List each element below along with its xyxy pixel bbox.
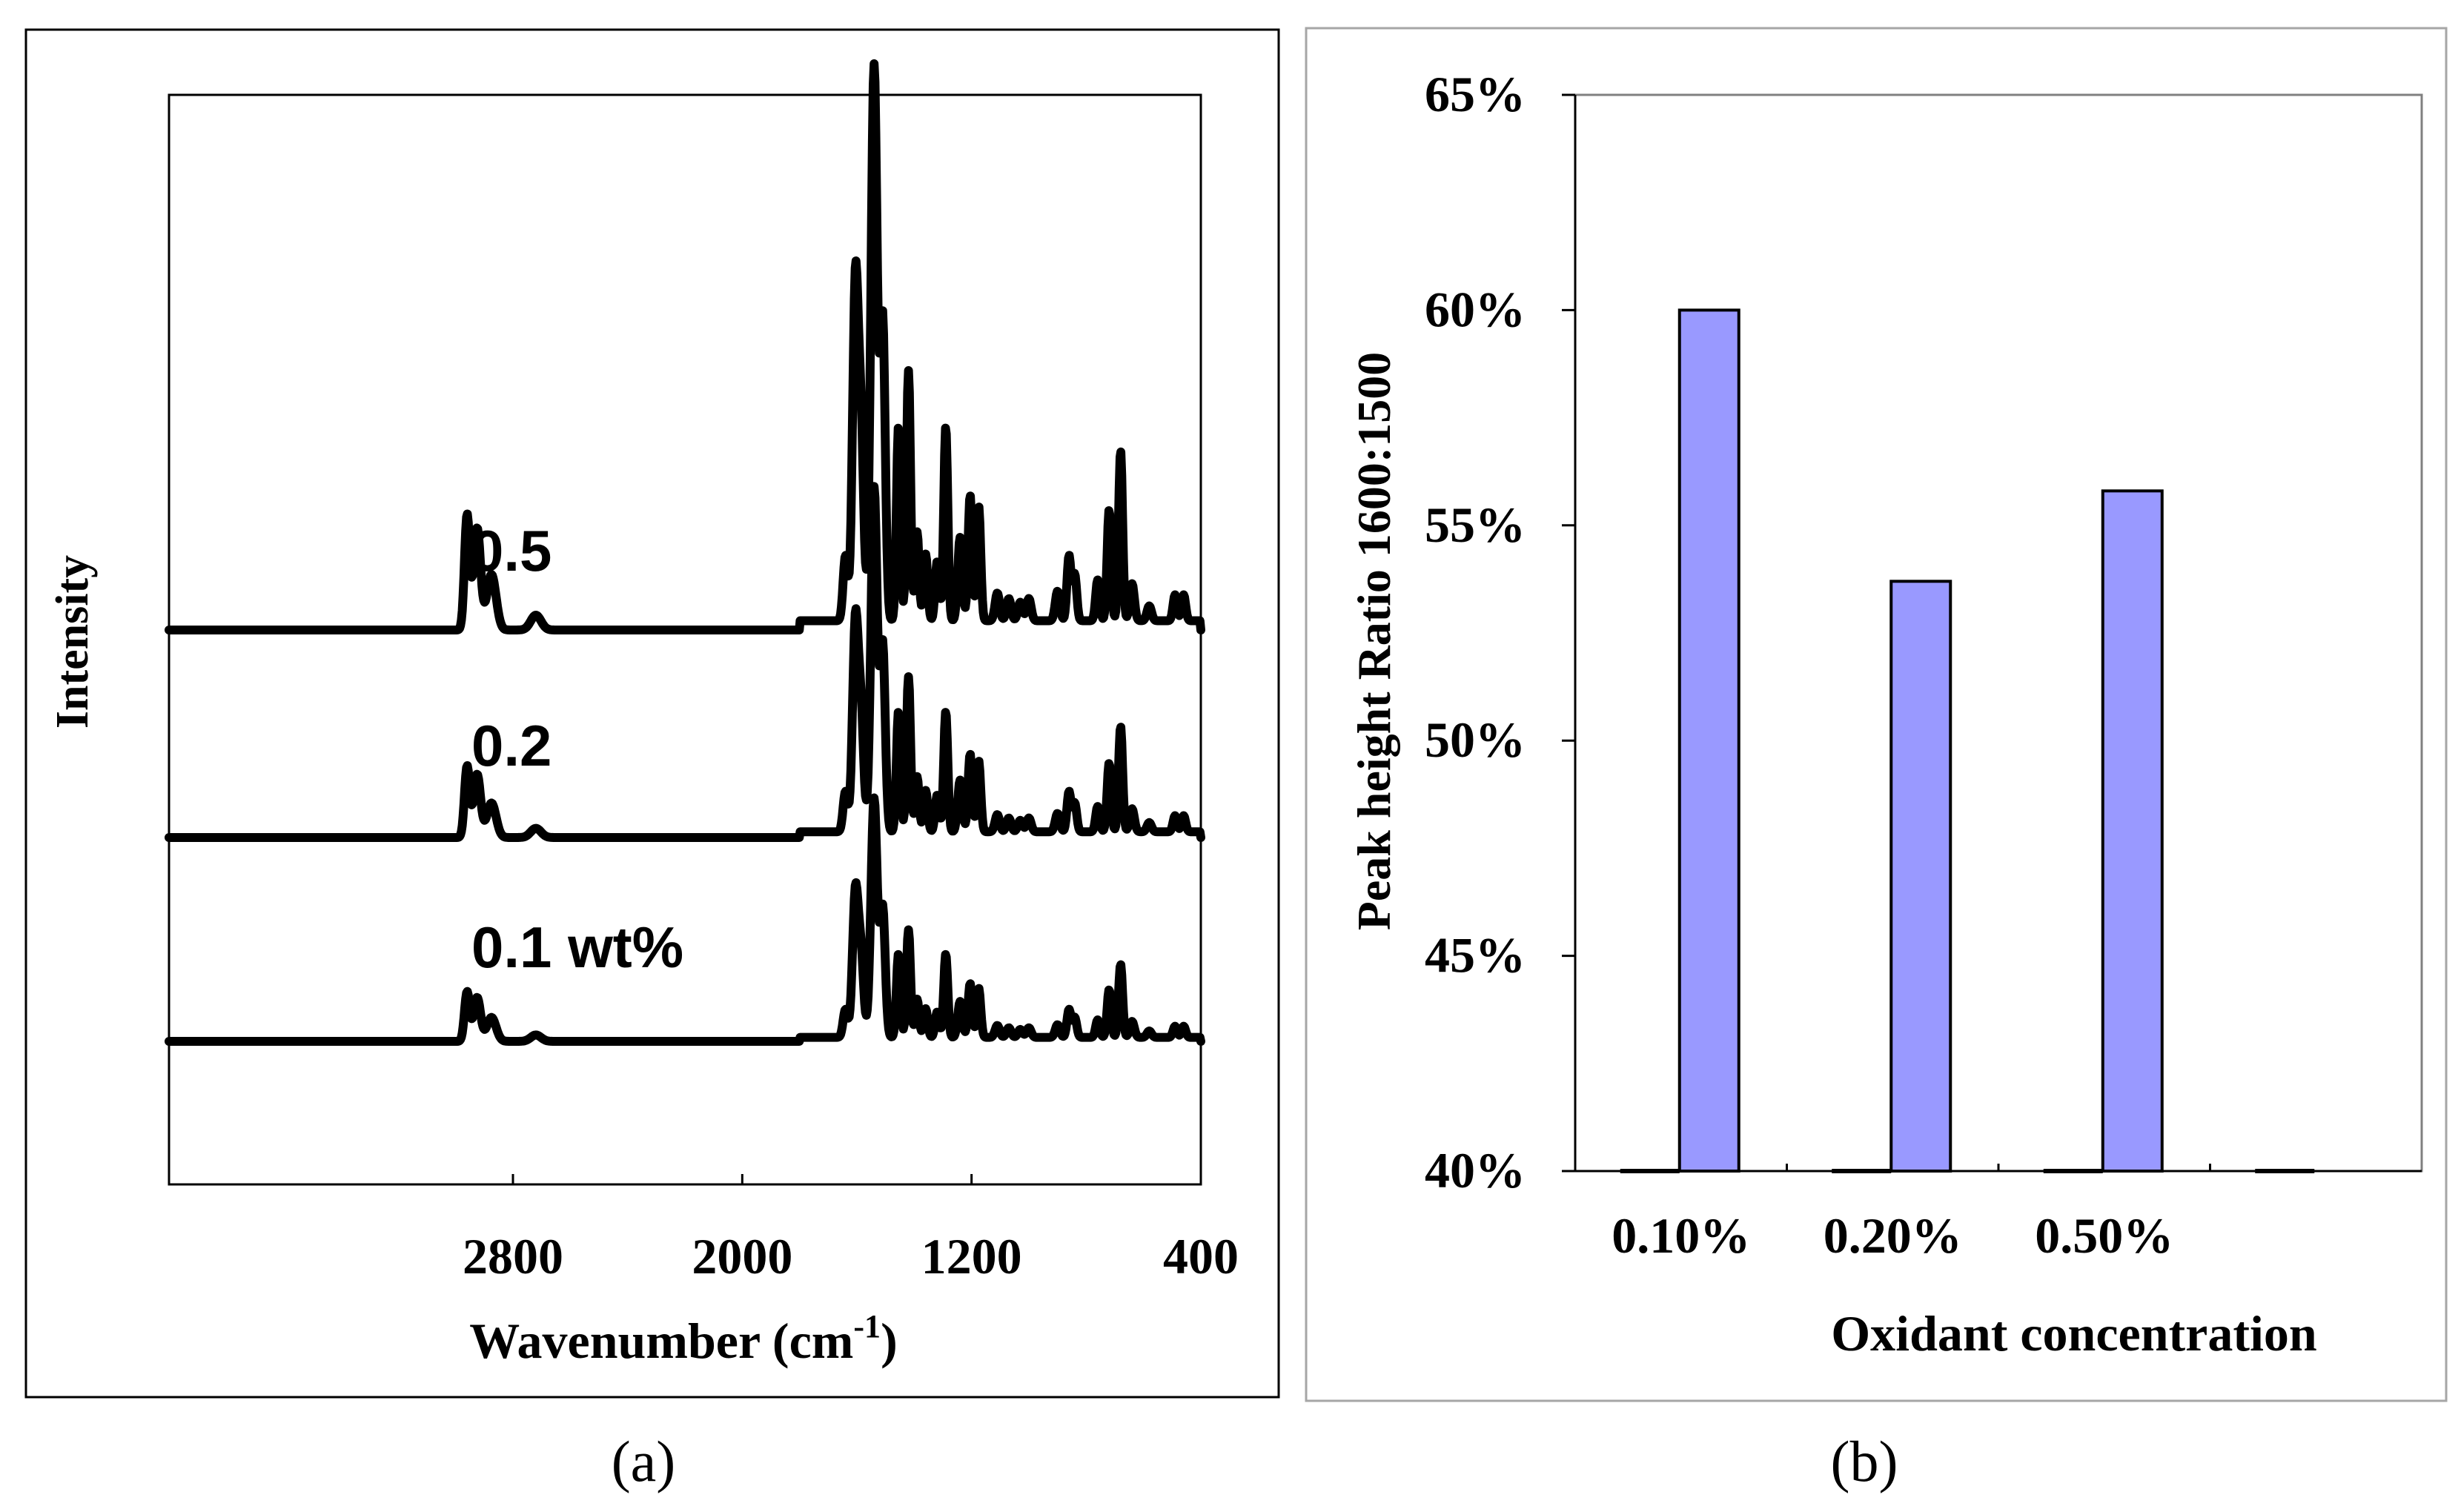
spectrum-line-2 [165, 482, 1205, 842]
bar-x-axis-label: Oxidant concentration [1831, 1305, 2316, 1362]
spectra-labels: 0.5 0.2 0.1 wt% [471, 518, 683, 980]
spectrum-line-3 [165, 793, 1205, 1046]
bar-x-ticks: 0.10% 0.20% 0.50% [1612, 1164, 2211, 1264]
bar-1 [1677, 308, 1740, 1173]
spectrum-label-2: 0.2 [471, 713, 552, 778]
spectrum-line-1 [165, 59, 1205, 634]
spectrum-x-axis-label: Wavenumber (cm-1) [469, 1308, 897, 1369]
spectrum-x-tick-label-4: 400 [1163, 1228, 1239, 1284]
bar-y-tick-label-3: 50% [1425, 712, 1526, 768]
bar-x-tick-label-1: 0.10% [1612, 1207, 1750, 1264]
spectrum-x-tick-label-3: 1200 [921, 1228, 1022, 1284]
bar-y-axis-label: Peak height Ratio 1600:1500 [1348, 352, 1400, 930]
spectrum-plot-area [168, 93, 1202, 1186]
bar-x-tick-label-3: 0.50% [2035, 1207, 2173, 1264]
bar-y-tick-label-6: 65% [1425, 66, 1526, 122]
spectrum-label-1: 0.5 [471, 518, 552, 583]
bar-x-tick-label-2: 0.20% [1824, 1207, 1962, 1264]
spectrum-x-tick-label-1: 2800 [463, 1228, 563, 1284]
spectrum-x-ticks: 2800 2000 1200 400 [463, 1174, 1239, 1284]
panel-a-frame [24, 28, 1280, 1399]
bar-2 [1889, 580, 1952, 1173]
bar-series [1620, 308, 2315, 1173]
panel-a: 0.50.20.1 wt% 2800 2000 1200 400 Intensity … [24, 28, 1280, 1399]
spectrum-x-axis-label-sup: -1 [853, 1308, 881, 1344]
spectra-series [165, 59, 1205, 1046]
bar-3 [2101, 489, 2164, 1173]
spectrum-y-axis-label: Intensity [47, 555, 98, 729]
spectrum-x-tick-label-2: 2000 [692, 1228, 792, 1284]
bar-y-tick-label-1: 40% [1425, 1142, 1526, 1198]
panel-b: 40% 45% 50% 55% 60% 65% 0.10% 0.20% 0.50% Peak … [1305, 27, 2448, 1402]
bar-y-tick-label-4: 55% [1425, 497, 1526, 553]
panel-b-caption: (b) [1831, 1429, 1898, 1493]
spectrum-x-axis-label-main: Wavenumber (cm [469, 1313, 853, 1369]
panel-a-caption: (a) [612, 1429, 676, 1493]
bar-y-tick-label-5: 60% [1425, 281, 1526, 337]
spectrum-x-axis-label-close: ) [881, 1313, 898, 1369]
panel-b-frame [1305, 27, 2448, 1402]
spectrum-label-3: 0.1 wt% [471, 915, 683, 980]
bar-y-tick-label-2: 45% [1425, 927, 1526, 984]
bar-y-ticks: 40% 45% 50% 55% 60% 65% [1425, 66, 1575, 1198]
